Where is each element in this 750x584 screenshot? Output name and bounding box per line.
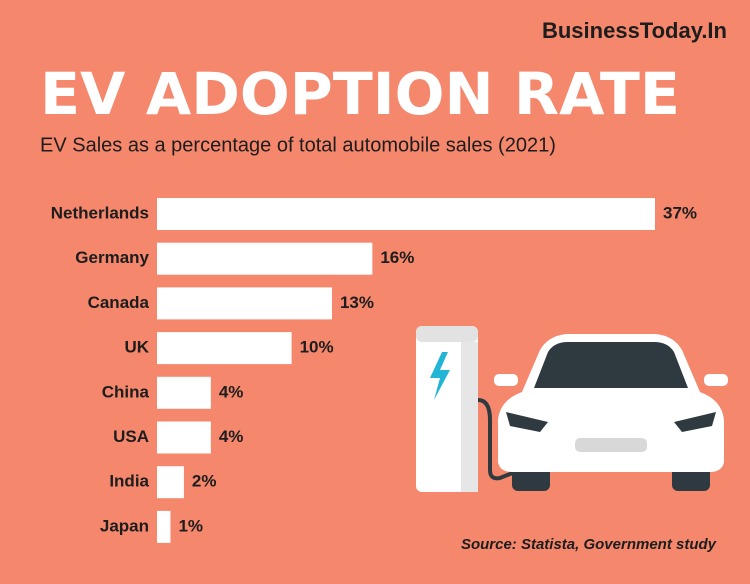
bar: [157, 376, 211, 409]
category-label: Canada: [88, 293, 150, 312]
bar: [157, 466, 184, 499]
bar: [157, 510, 171, 543]
value-label: 2%: [192, 472, 217, 491]
bar: [157, 421, 211, 454]
category-label: Germany: [75, 248, 149, 267]
value-label: 4%: [219, 382, 244, 401]
brand: BusinessToday.In: [542, 18, 727, 43]
grille: [575, 438, 647, 452]
value-label: 10%: [300, 338, 334, 357]
bar: [157, 198, 655, 230]
category-label: Japan: [100, 516, 149, 535]
cable: [477, 398, 521, 481]
mirror: [704, 374, 728, 386]
headlight: [674, 412, 716, 432]
charger-side: [461, 342, 478, 492]
category-label: USA: [113, 427, 149, 446]
category-label: China: [102, 382, 150, 401]
bar: [157, 287, 332, 320]
value-label: 16%: [380, 248, 414, 267]
chart-subtitle: EV Sales as a percentage of total automo…: [40, 134, 556, 156]
ev-illustration: [416, 326, 728, 492]
value-label: 37%: [663, 203, 697, 222]
source: Source: Statista, Government study: [461, 536, 717, 553]
category-label: UK: [124, 338, 149, 357]
windshield: [534, 342, 688, 388]
charger-top: [416, 326, 478, 342]
value-label: 4%: [219, 427, 244, 446]
value-label: 13%: [340, 293, 374, 312]
value-label: 1%: [178, 516, 203, 535]
bar: [157, 332, 292, 365]
bar: [157, 242, 373, 275]
mirror: [494, 374, 518, 386]
chart-title: EV ADOPTION RATE: [40, 60, 680, 128]
category-label: India: [109, 472, 149, 491]
category-label: Netherlands: [51, 203, 149, 222]
headlight: [506, 412, 548, 432]
bolt: [430, 352, 450, 400]
